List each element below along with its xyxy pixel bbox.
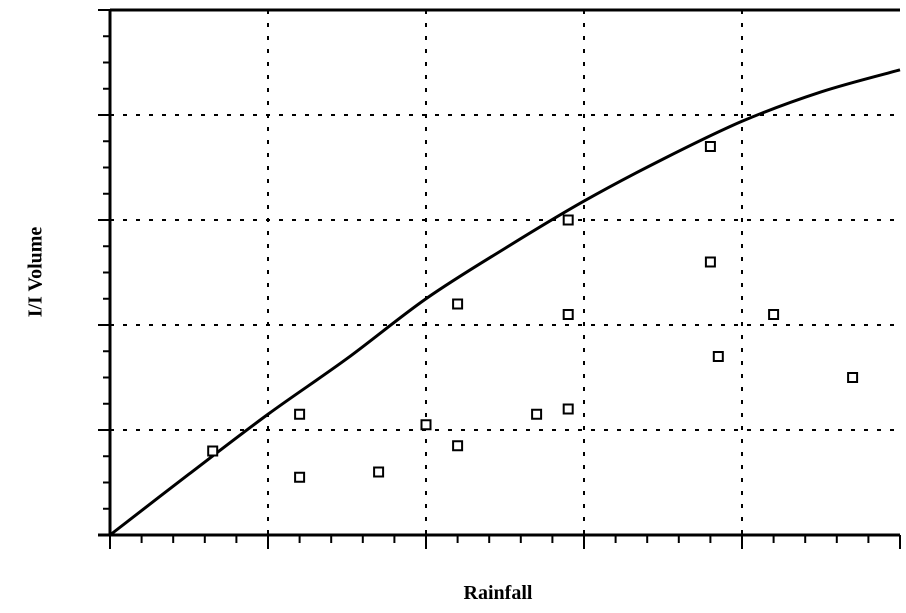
data-point — [562, 403, 574, 415]
data-point — [294, 471, 306, 483]
data-point — [420, 419, 432, 431]
data-point — [531, 408, 543, 420]
data-point — [562, 309, 574, 320]
data-point — [712, 351, 724, 362]
data-point — [704, 141, 716, 152]
x-axis-label: Rainfall — [463, 582, 533, 604]
plot-frame — [98, 8, 900, 537]
fit-curve-layer — [109, 68, 901, 537]
data-point — [207, 445, 219, 457]
y-axis-label: I/I Volume — [24, 226, 47, 318]
data-point — [373, 466, 385, 478]
data-point — [452, 440, 464, 452]
axis-ticks — [98, 9, 901, 549]
data-point — [452, 298, 464, 310]
fit-curve — [109, 68, 901, 537]
data-point — [847, 372, 859, 383]
data-point — [704, 256, 716, 268]
data-point — [562, 214, 574, 226]
data-point — [768, 309, 780, 320]
gridlines — [110, 10, 900, 535]
data-points — [207, 141, 859, 483]
data-point — [294, 408, 306, 420]
